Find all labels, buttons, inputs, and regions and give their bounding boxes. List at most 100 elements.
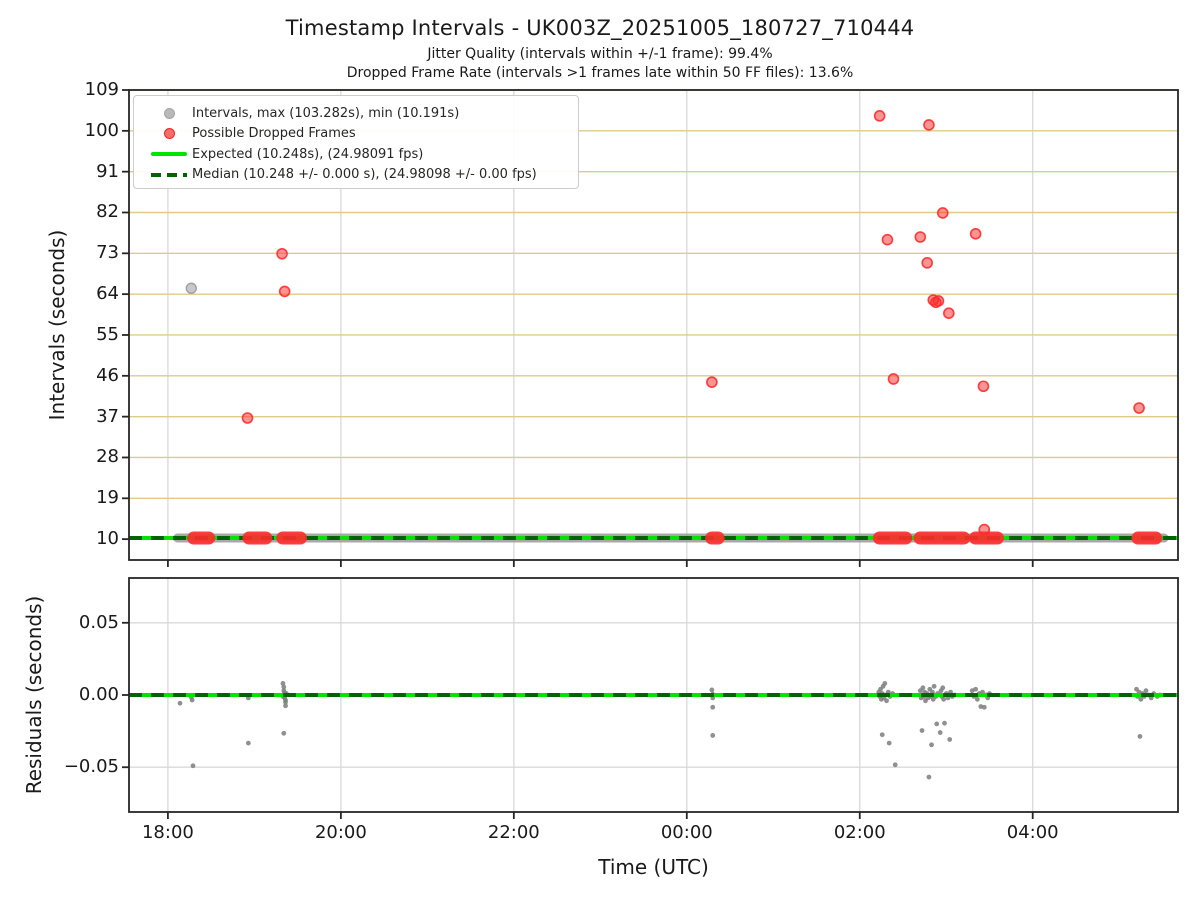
legend-label-expected: Expected (10.248s), (24.98091 fps) xyxy=(192,146,424,162)
residual-point xyxy=(710,733,716,738)
dropped-frame-point xyxy=(887,373,900,385)
y-tick-label: 0.00 xyxy=(78,684,119,705)
dropped-frame-point xyxy=(873,110,886,122)
dropped-frame-point xyxy=(1133,402,1145,414)
dropped-frame-point xyxy=(923,119,935,131)
residual-point xyxy=(929,742,934,748)
y-tick-label: 73 xyxy=(96,242,119,264)
residual-point xyxy=(940,685,946,691)
x-tick-label: 04:00 xyxy=(1006,822,1059,843)
dropped-frames-cluster xyxy=(705,531,725,545)
residual-point xyxy=(941,696,947,702)
y-tick-label: −0.05 xyxy=(63,756,119,778)
residual-point xyxy=(974,696,980,702)
dropped-frame-point xyxy=(978,523,991,536)
residual-point xyxy=(931,683,937,689)
legend-box: Intervals, max (103.282s), min (10.191s)… xyxy=(133,95,579,189)
residual-point xyxy=(920,685,926,691)
dropped-frame-point xyxy=(943,307,955,320)
dropped-frames-cluster xyxy=(276,531,307,545)
dropped-frames-cluster xyxy=(913,531,971,545)
x-tick-label: 02:00 xyxy=(833,822,886,843)
residual-point xyxy=(709,687,715,693)
residual-point xyxy=(1143,688,1149,694)
dropped-frame-point xyxy=(881,233,894,246)
x-tick-label: 20:00 xyxy=(314,822,367,843)
residual-point xyxy=(710,704,716,710)
legend-label-intervals: Intervals, max (103.282s), min (10.191s) xyxy=(192,105,460,121)
legend-label-median: Median (10.248 +/- 0.000 s), (24.98098 +… xyxy=(192,167,537,183)
residual-point xyxy=(879,732,885,738)
expected-line-icon xyxy=(151,152,187,157)
residual-point xyxy=(981,704,987,710)
y-tick-label: 46 xyxy=(96,364,119,386)
dropped-frame-point xyxy=(969,228,982,240)
subtitle-dropped-frame-rate: Dropped Frame Rate (intervals >1 frames … xyxy=(346,65,854,81)
legend-row-dropped-frames: Possible Dropped Frames xyxy=(146,124,578,145)
residual-point xyxy=(1138,696,1144,702)
residual-point xyxy=(892,762,898,768)
y-tick-label: 91 xyxy=(96,160,119,182)
dropped-frames-cluster xyxy=(968,531,1004,545)
y-tick-label: 37 xyxy=(96,405,119,427)
dropped-frame-point xyxy=(241,412,254,424)
x-tick-label: 00:00 xyxy=(660,822,713,843)
dropped-frames-cluster xyxy=(1131,531,1163,545)
residual-point xyxy=(190,763,196,769)
y-tick-label: 82 xyxy=(96,201,119,223)
residual-point xyxy=(1137,734,1143,739)
dropped-frames-cluster xyxy=(187,531,216,545)
residual-point xyxy=(934,721,940,727)
dropped-frame-point xyxy=(706,376,718,388)
x-tick-label: 22:00 xyxy=(487,822,540,843)
x-tick-label: 18:00 xyxy=(141,822,194,843)
y-tick-label: 10 xyxy=(96,528,119,550)
subtitle-jitter-quality: Jitter Quality (intervals within +/-1 fr… xyxy=(427,46,773,62)
dropped-frame-point xyxy=(914,231,927,243)
y-tick-label: 55 xyxy=(96,323,119,345)
chart-title: Timestamp Intervals - UK003Z_20251005_18… xyxy=(285,16,915,40)
y-tick-label: 0.05 xyxy=(78,611,119,633)
legend-label-dropped-frames: Possible Dropped Frames xyxy=(192,126,356,142)
dropped-frame-point xyxy=(932,295,945,307)
residual-point xyxy=(281,730,287,736)
residual-point xyxy=(886,740,892,746)
residual-point xyxy=(283,699,288,705)
y-tick-label: 64 xyxy=(96,283,119,305)
residual-point xyxy=(937,730,943,735)
residual-point xyxy=(942,720,947,726)
residual-point xyxy=(884,698,889,704)
residual-point xyxy=(280,681,286,686)
residual-point xyxy=(189,697,195,703)
residual-point xyxy=(283,703,288,709)
y-tick-label: 100 xyxy=(84,119,119,141)
dropped-frame-point xyxy=(278,285,291,298)
intervals-dot-icon xyxy=(163,107,175,119)
interval-outlier-point xyxy=(185,282,197,294)
y-tick-label: 28 xyxy=(96,446,119,468)
median-dashed-line-icon xyxy=(151,172,187,177)
dropped-frames-cluster xyxy=(242,531,273,545)
residual-point xyxy=(926,774,932,780)
dropped-frame-point xyxy=(276,247,288,260)
dropped-frame-point xyxy=(936,207,949,219)
dropped-frames-dot-icon xyxy=(163,128,175,140)
dropped-frame-point xyxy=(921,257,934,269)
legend-row-expected: Expected (10.248s), (24.98091 fps) xyxy=(146,144,578,165)
residual-point xyxy=(177,700,183,706)
legend-row-median: Median (10.248 +/- 0.000 s), (24.98098 +… xyxy=(146,165,578,186)
residual-point xyxy=(245,740,251,746)
x-axis-label-time-utc: Time (UTC) xyxy=(598,855,709,879)
residual-point xyxy=(919,728,925,733)
dropped-frames-cluster xyxy=(872,531,913,545)
y-tick-label: 109 xyxy=(84,79,119,100)
y-tick-label: 19 xyxy=(96,487,119,509)
residual-point xyxy=(973,686,979,692)
dropped-frame-point xyxy=(977,380,990,393)
residual-point xyxy=(882,681,888,686)
legend-row-intervals: Intervals, max (103.282s), min (10.191s) xyxy=(146,103,578,124)
residual-point xyxy=(947,737,953,742)
axes-spine xyxy=(128,89,1179,561)
